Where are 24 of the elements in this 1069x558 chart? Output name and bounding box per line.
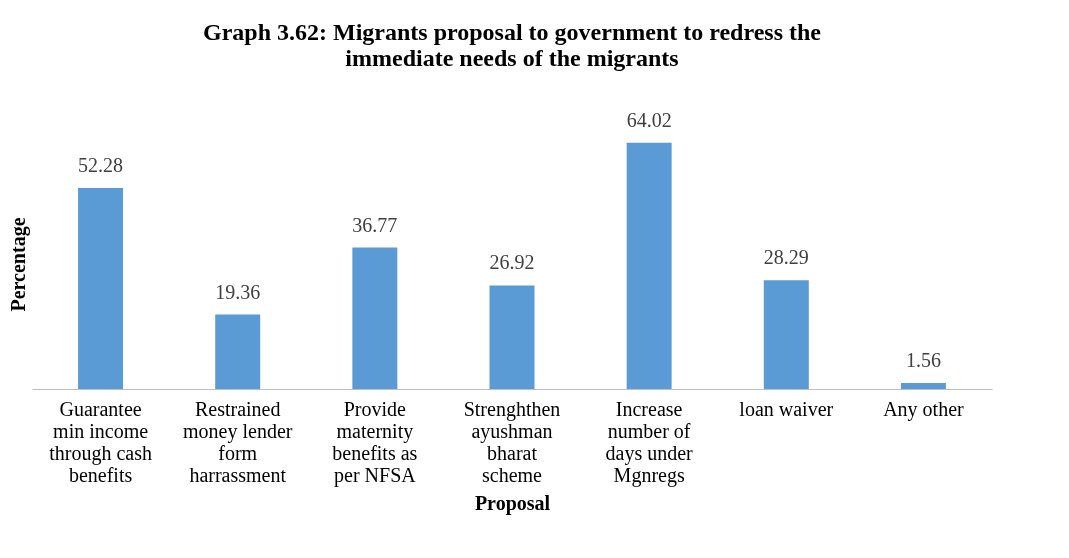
chart-title: Graph 3.62: Migrants proposal to government to redress the immediate needs of the migrants [203, 18, 822, 71]
bar [352, 247, 398, 389]
bar [78, 187, 124, 389]
bar [763, 280, 809, 389]
x-tick-label: loan waiver [739, 397, 834, 420]
bar [489, 285, 535, 389]
x-tick-label: Provide maternity benefits as per NFSA [332, 397, 418, 487]
data-label: 52.28 [78, 153, 124, 176]
y-axis-title: Percentage [6, 217, 30, 312]
data-label: 28.29 [763, 246, 809, 269]
x-tick-label: Restrained money lender form harrassment [183, 397, 293, 486]
data-label: 64.02 [626, 108, 672, 131]
data-label: 19.36 [215, 280, 261, 303]
data-label: 1.56 [905, 349, 941, 371]
bar [626, 142, 672, 389]
x-tick-label: Any other [883, 397, 965, 421]
x-tick-label: Increase number of days under Mgnregs [605, 397, 694, 487]
data-label: 26.92 [489, 251, 535, 274]
x-tick-label: Strenghthen ayushman bharat scheme [463, 397, 561, 486]
bar [900, 383, 946, 389]
data-label: 36.77 [352, 213, 398, 236]
x-tick-label: Guarantee min income through cash benefits [49, 397, 152, 486]
bar [215, 314, 261, 389]
x-axis-title: Proposal [474, 491, 551, 515]
